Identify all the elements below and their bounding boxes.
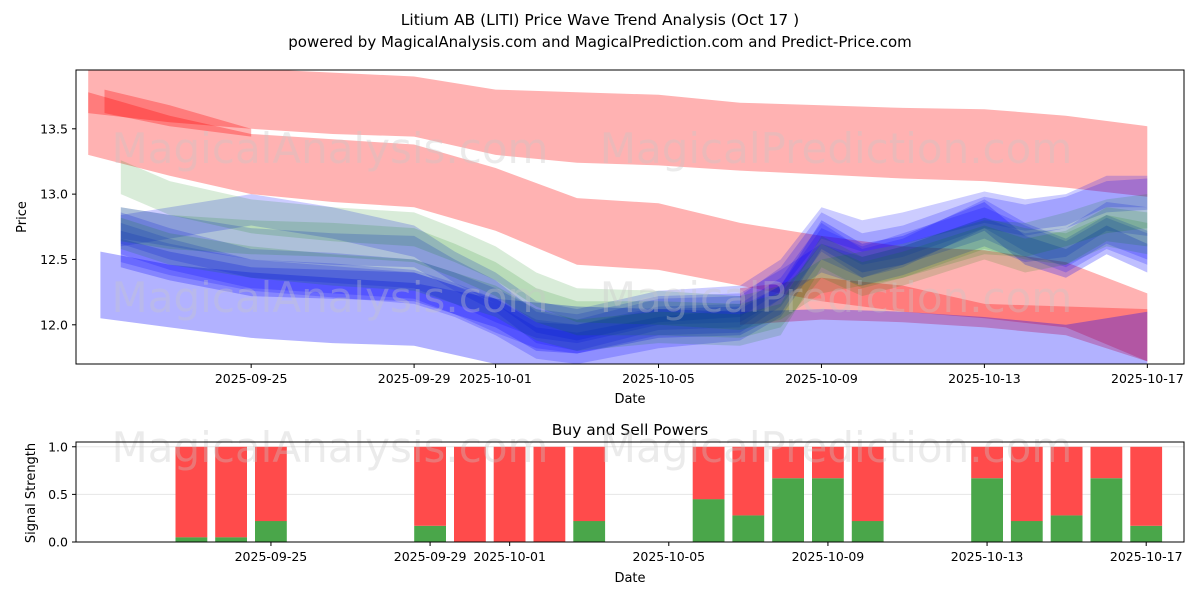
signal-x-tick-label: 2025-10-17 [1110,549,1183,564]
signal-y-axis-label: Signal Strength [24,443,39,543]
buy-bar [692,499,725,542]
price-band-blue-6 [120,199,1148,354]
price-y-tick-label: 12.0 [40,317,68,332]
price-x-tick-label: 2025-10-09 [785,371,858,386]
buy-bar [772,478,804,542]
signal-x-tick-label: 2025-10-01 [473,549,546,564]
price-x-tick-label: 2025-10-05 [622,371,695,386]
signal-panel: Buy and Sell Powers MagicalAnalysis.com … [24,421,1185,586]
price-x-ticks: 2025-09-25 2025-09-29 2025-10-01 2025-10-05… [215,364,1184,386]
buy-bar [732,515,765,542]
price-panel: MagicalAnalysis.com MagicalPrediction.co… [15,69,1185,407]
price-band-blue-5 [120,202,1148,344]
buy-bar [971,478,1003,542]
signal-x-ticks: 2025-09-25 2025-09-29 2025-10-01 2025-10-05… [235,542,1183,564]
price-y-tick-label: 13.0 [40,187,68,202]
watermark-top-left: MagicalAnalysis.com [112,124,549,173]
sell-bar [1130,446,1163,526]
sell-bar [255,446,287,522]
price-band-blue-4 [100,251,1148,364]
sell-bar [1090,446,1123,479]
signal-x-tick-label: 2025-09-29 [394,549,467,564]
price-band-blue-8 [120,207,1148,364]
signal-x-tick-label: 2025-10-13 [951,549,1024,564]
chart-subtitle: powered by MagicalAnalysis.com and Magic… [288,33,912,51]
sell-bar [812,446,844,479]
sell-bar [1050,446,1083,516]
price-x-tick-label: 2025-09-29 [378,371,451,386]
price-band-red-1 [88,92,1148,362]
signal-x-tick-label: 2025-09-25 [235,549,308,564]
price-band-green-13 [120,215,1148,351]
watermark-top-right: MagicalPrediction.com [600,124,1073,173]
sell-bar [732,446,765,516]
signal-x-tick-label: 2025-10-09 [792,549,865,564]
price-y-axis-label: Price [15,201,30,233]
signal-y-tick-label: 0.5 [48,487,68,502]
signal-y-tick-label: 1.0 [48,439,68,454]
price-bands [88,70,1148,364]
buy-bar [851,521,884,542]
sell-bar [851,446,884,522]
buy-bar [1090,478,1123,542]
price-x-axis-label: Date [614,392,645,407]
watermark-bottom-right: MagicalPrediction.com [600,423,1073,472]
price-band-red-0 [88,70,1148,197]
price-band-blue-7 [120,178,1148,351]
signal-y-tick-label: 0.0 [48,535,68,550]
price-band-green-11 [120,160,1148,330]
price-y-ticks: 12.0 12.5 13.0 13.5 [40,121,76,332]
price-x-tick-label: 2025-10-17 [1111,371,1184,386]
sell-bar [772,446,804,479]
buy-bar [1010,521,1043,542]
buy-bar [414,525,446,542]
buy-bar [1050,515,1083,542]
sell-bar [493,446,526,542]
signal-chart-title: Buy and Sell Powers [552,421,709,439]
signal-axes-frame [75,441,1185,543]
price-axes-frame [75,69,1185,365]
sell-bar [414,446,446,526]
price-y-tick-label: 12.5 [40,252,68,267]
sell-bar [215,446,247,538]
price-band-blue-10 [120,202,1148,354]
sell-bar [533,446,566,542]
signal-x-axis-label: Date [614,571,645,586]
price-x-tick-label: 2025-10-01 [459,371,532,386]
price-x-tick-label: 2025-09-25 [215,371,288,386]
price-band-blue-9 [120,175,1148,341]
buy-bar [812,478,844,542]
buy-bar [175,537,208,542]
sell-bar [573,446,606,522]
price-y-tick-label: 13.5 [40,121,68,136]
sell-bar [1010,446,1043,522]
watermark-mid-left: MagicalAnalysis.com [112,273,549,322]
buy-bar [573,521,606,542]
buy-bar [255,521,287,542]
price-band-red-3 [740,277,1148,362]
sell-bar [454,446,486,542]
price-x-tick-label: 2025-10-13 [948,371,1021,386]
watermark-mid-right: MagicalPrediction.com [600,273,1073,322]
buy-bar [215,537,247,542]
buy-bar [1130,525,1163,542]
signal-bars [175,446,1163,542]
watermark-bottom-left: MagicalAnalysis.com [112,423,549,472]
signal-x-tick-label: 2025-10-05 [632,549,705,564]
price-band-green-12 [120,207,1148,338]
sell-bar [692,446,725,500]
sell-bar [971,446,1003,479]
chart-title: Litium AB (LITI) Price Wave Trend Analys… [401,11,799,29]
signal-y-ticks: 0.0 0.5 1.0 [48,439,76,550]
sell-bar [175,446,208,538]
price-band-red-2 [104,89,252,137]
